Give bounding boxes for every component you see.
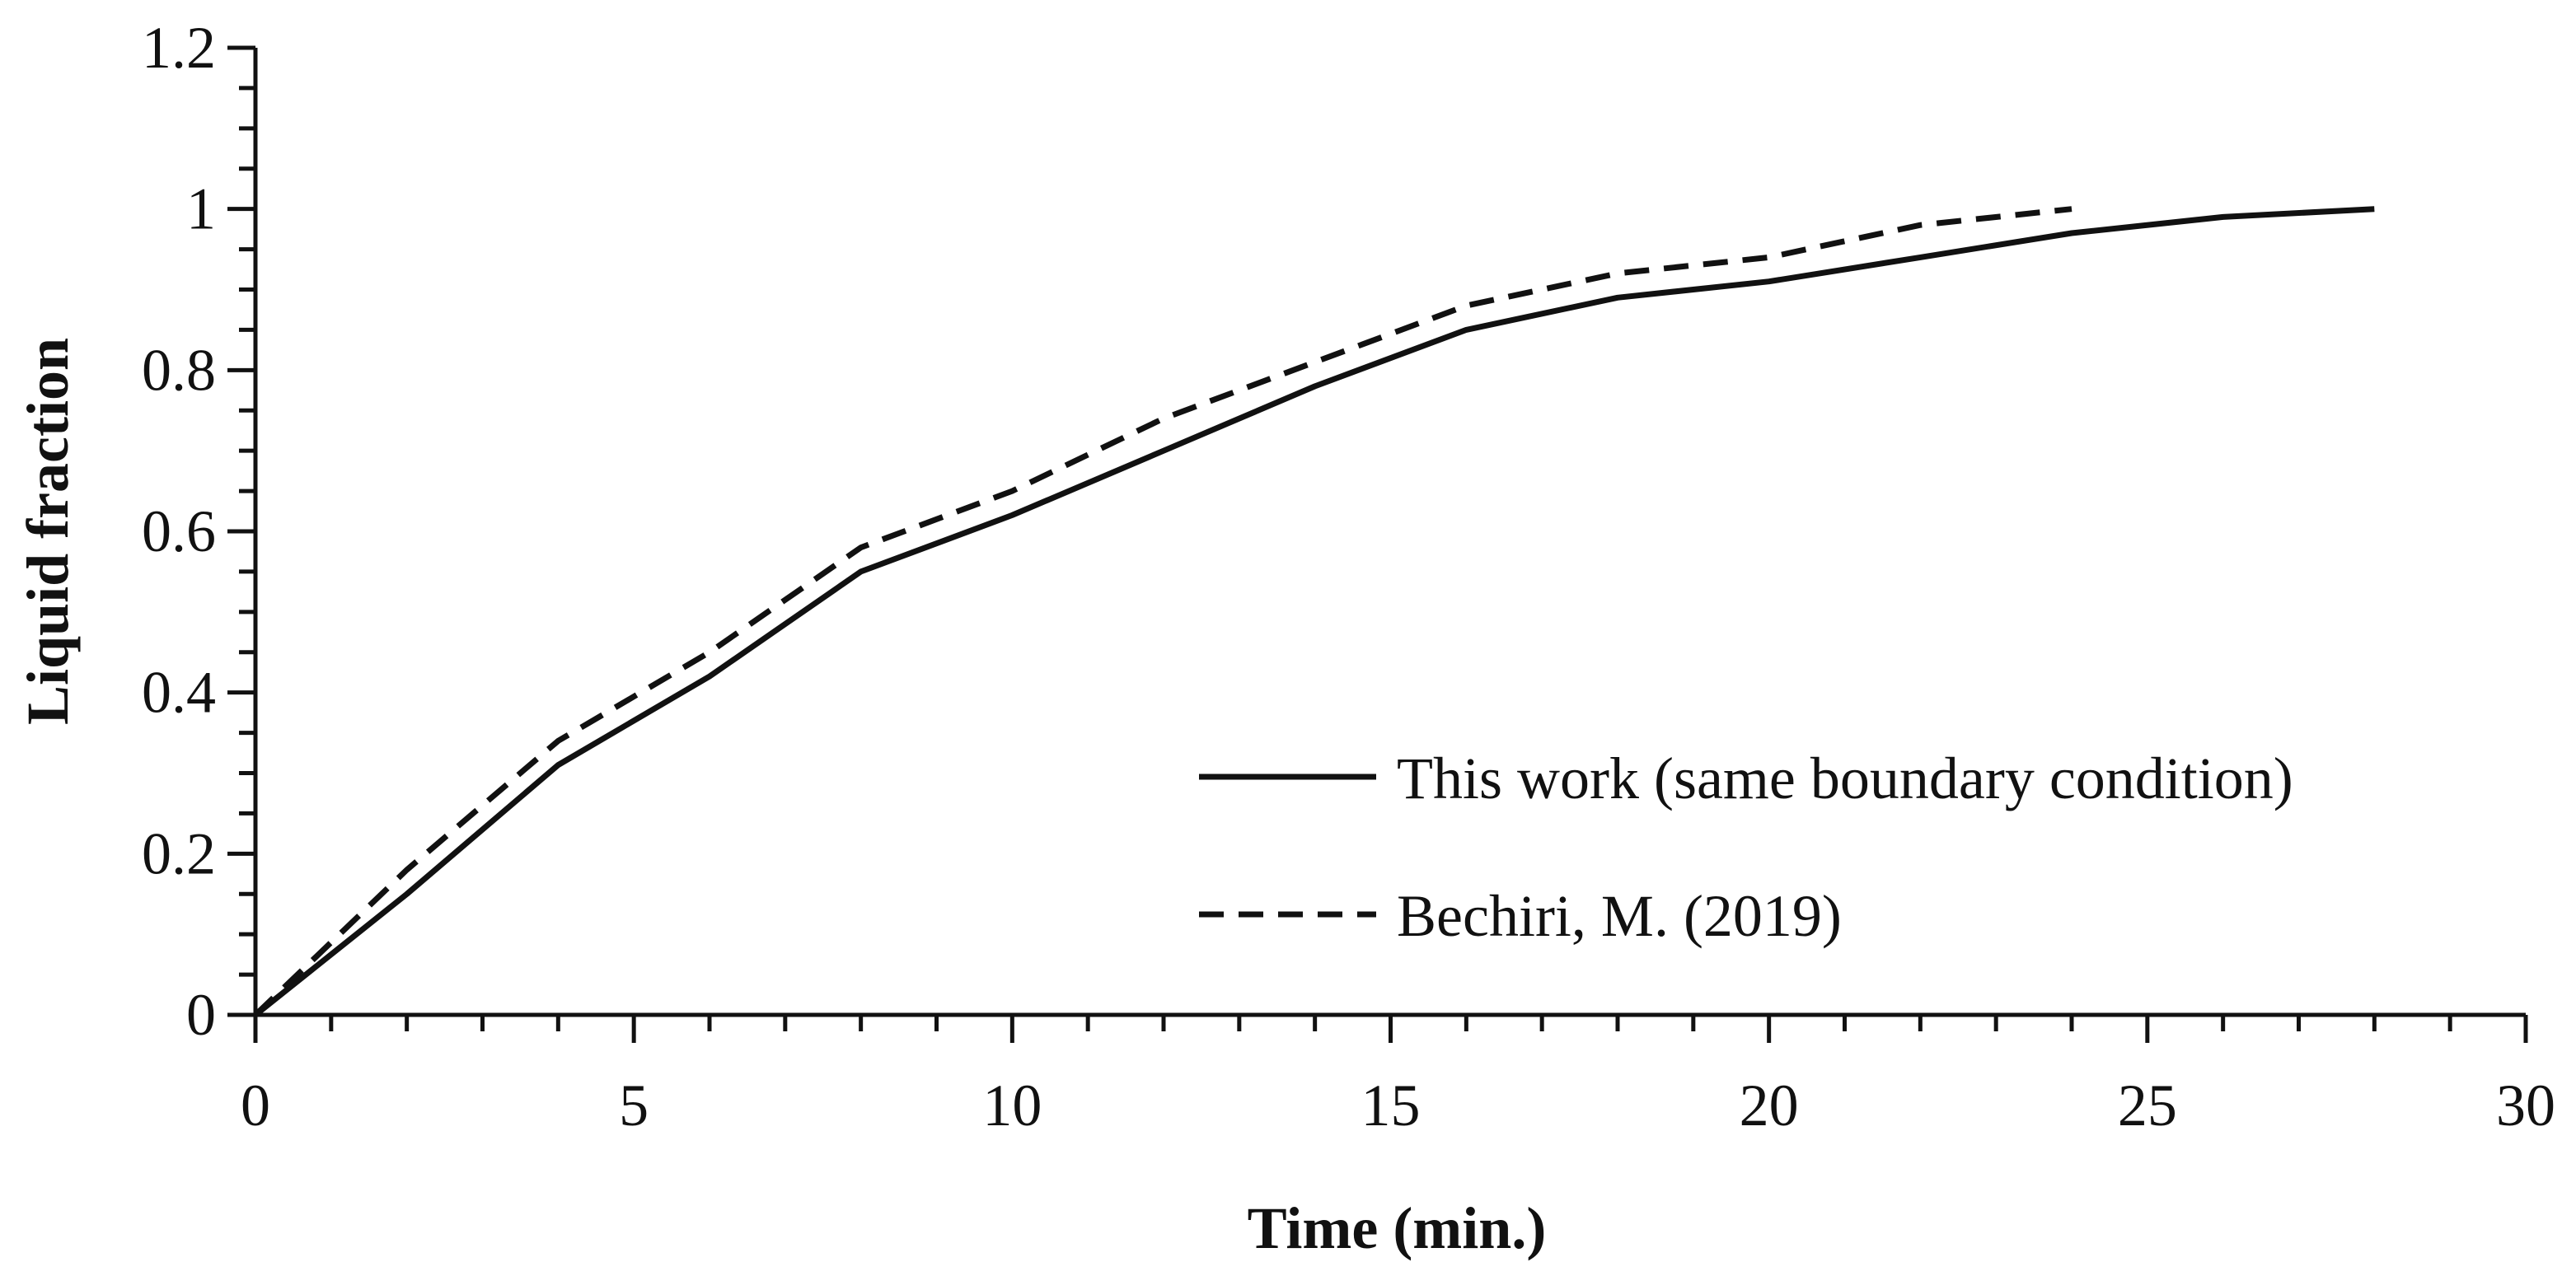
x-tick-label: 15 bbox=[1361, 1073, 1421, 1138]
y-tick-label: 1 bbox=[186, 176, 216, 242]
x-axis-title: Time (min.) bbox=[1248, 1195, 1547, 1261]
x-tick-label: 30 bbox=[2496, 1073, 2555, 1138]
axis-ticks bbox=[227, 45, 2528, 1043]
series-lines bbox=[253, 206, 2375, 1017]
x-tick-label: 0 bbox=[241, 1073, 270, 1138]
y-tick-label: 0.6 bbox=[142, 498, 216, 564]
x-tick-label: 25 bbox=[2118, 1073, 2177, 1138]
y-tick-label: 0.4 bbox=[142, 660, 216, 726]
y-tick-label: 0.8 bbox=[142, 337, 216, 403]
series-line-this-work bbox=[253, 206, 2375, 1017]
series-line-bechiri bbox=[253, 206, 2073, 1017]
x-tick-label: 20 bbox=[1740, 1073, 1799, 1138]
y-tick-label: 1.2 bbox=[142, 15, 216, 81]
legend-label: This work (same boundary condition) bbox=[1397, 746, 2293, 811]
y-tick-label: 0 bbox=[186, 982, 216, 1048]
legend-label: Bechiri, M. (2019) bbox=[1397, 883, 1842, 949]
x-tick-label: 10 bbox=[982, 1073, 1042, 1138]
tick-labels: 0 5 10 15 20 25 30 0 0.2 0.4 0.6 0.8 1 1.2 bbox=[142, 15, 2555, 1138]
y-tick-label: 0.2 bbox=[142, 820, 216, 886]
y-axis-title: Liquid fraction bbox=[15, 338, 81, 725]
x-tick-label: 5 bbox=[619, 1073, 649, 1138]
legend: This work (same boundary condition) Bechi… bbox=[1199, 746, 2293, 949]
